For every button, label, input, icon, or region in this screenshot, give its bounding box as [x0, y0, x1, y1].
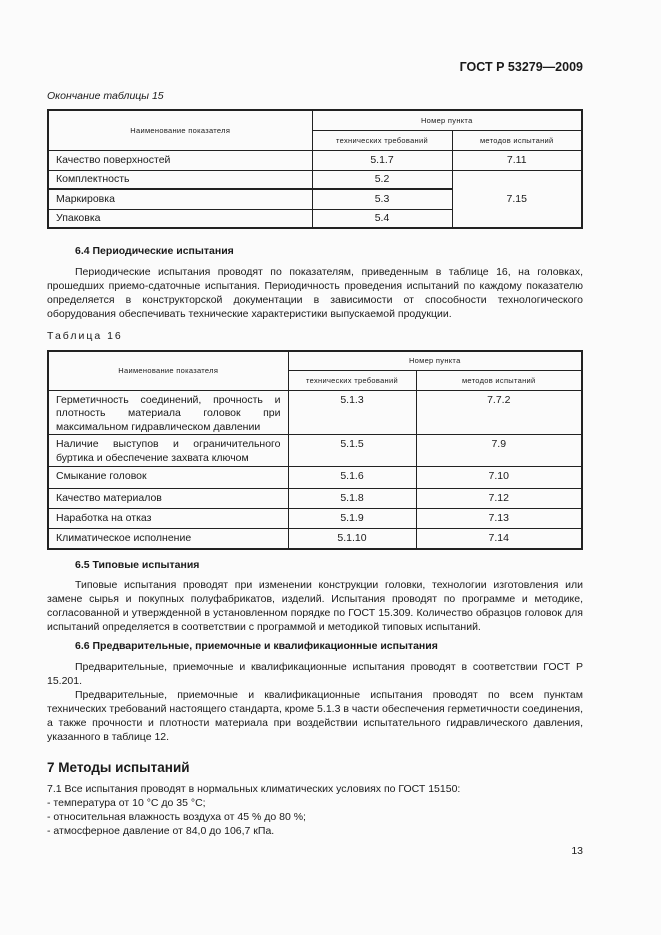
- table-row: Климатическое исполнение 5.1.10 7.14: [47, 528, 583, 549]
- list-line: - относительная влажность воздуха от 45 …: [47, 811, 306, 823]
- cell-name: Герметичность соединений, прочность и пл…: [47, 389, 289, 435]
- paragraph: Предварительные, приемочные и квалификац…: [47, 689, 583, 743]
- cell-tech: 5.1.8: [287, 488, 417, 509]
- cell-tech: 5.3: [311, 188, 453, 210]
- cell-tech: 5.1.10: [287, 528, 417, 549]
- section-6-5-heading: 6.5 Типовые испытания: [75, 559, 200, 571]
- paragraph: Предварительные, приемочные и квалификац…: [47, 661, 583, 687]
- list-line: 7.1 Все испытания проводят в нормальных …: [47, 783, 461, 795]
- cell-name: Маркировка: [47, 188, 313, 210]
- table-row: Упаковка 5.4: [47, 208, 582, 229]
- cell-tech: 5.4: [311, 208, 453, 229]
- table-row: Наличие выступов и ограничительного бурт…: [47, 434, 583, 467]
- cell-name: Упаковка: [47, 208, 313, 229]
- table-row: Смыкание головок 5.1.6 7.10: [47, 466, 583, 489]
- list-line: - температура от 10 °С до 35 °С;: [47, 797, 206, 809]
- col-header-group: Номер пункта: [311, 109, 583, 131]
- cell-name: Наличие выступов и ограничительного бурт…: [47, 434, 289, 467]
- table-row: Комплектность 5.2 7.15: [47, 169, 583, 229]
- table-row: Качество материалов 5.1.8 7.12: [47, 488, 583, 509]
- page-number: 13: [571, 845, 583, 857]
- section-6-6-heading: 6.6 Предварительные, приемочные и квалиф…: [75, 640, 438, 652]
- paragraph: Периодические испытания проводят по пока…: [47, 266, 583, 320]
- cell-method: 7.11: [451, 149, 583, 171]
- cell-tech: 5.2: [311, 169, 453, 190]
- cell-name: Комплектность: [47, 169, 313, 190]
- cell-tech: 5.1.9: [287, 508, 417, 529]
- list-line: - атмосферное давление от 84,0 до 106,7 …: [47, 825, 275, 837]
- cell-name: Климатическое исполнение: [47, 528, 289, 549]
- paragraph: Типовые испытания проводят при изменении…: [47, 579, 583, 633]
- cell-method: 7.15: [451, 169, 583, 229]
- cell-tech: 5.1.6: [287, 466, 417, 489]
- cell-method: 7.13: [415, 508, 583, 529]
- col-header-name: Наименование показателя: [47, 350, 289, 391]
- cell-tech: 5.1.7: [311, 149, 453, 171]
- table-16: Наименование показателя Номер пункта техн…: [47, 350, 583, 550]
- section-6-6-text: Предварительные, приемочные и квалификац…: [47, 660, 583, 744]
- col-header-tech: технических требований: [311, 129, 453, 151]
- table-15: Наименование показателя Номер пункта техн…: [47, 109, 583, 229]
- cell-tech: 5.1.5: [287, 434, 417, 467]
- table-row: Герметичность соединений, прочность и пл…: [47, 389, 583, 435]
- col-header-method: методов испытаний: [451, 129, 583, 151]
- cell-name: Смыкание головок: [47, 466, 289, 489]
- document-code: ГОСТ Р 53279—2009: [459, 60, 583, 74]
- table16-caption: Таблица 16: [47, 330, 123, 342]
- cell-method: 7.12: [415, 488, 583, 509]
- col-header-tech: технических требований: [287, 369, 417, 391]
- cell-name: Качество материалов: [47, 488, 289, 509]
- table-row: Наработка на отказ 5.1.9 7.13: [47, 508, 583, 529]
- section-6-5-text: Типовые испытания проводят при изменении…: [47, 578, 583, 634]
- table15-caption: Окончание таблицы 15: [47, 90, 164, 102]
- table-row: Качество поверхностей 5.1.7 7.11: [47, 149, 583, 171]
- col-header-group: Номер пункта: [287, 350, 583, 371]
- cell-method: 7.9: [415, 434, 583, 467]
- section-7-text: 7.1 Все испытания проводят в нормальных …: [47, 782, 460, 838]
- section-6-4-text: Периодические испытания проводят по пока…: [47, 265, 583, 321]
- section-6-4-heading: 6.4 Периодические испытания: [75, 245, 234, 257]
- cell-method: 7.14: [415, 528, 583, 549]
- section-7-heading: 7 Методы испытаний: [47, 760, 190, 775]
- cell-method: 7.7.2: [415, 389, 583, 435]
- cell-method: 7.10: [415, 466, 583, 489]
- col-header-name: Наименование показателя: [47, 109, 313, 151]
- cell-name: Наработка на отказ: [47, 508, 289, 529]
- cell-name: Качество поверхностей: [47, 149, 313, 171]
- cell-tech: 5.1.3: [287, 389, 417, 435]
- col-header-method: методов испытаний: [415, 369, 583, 391]
